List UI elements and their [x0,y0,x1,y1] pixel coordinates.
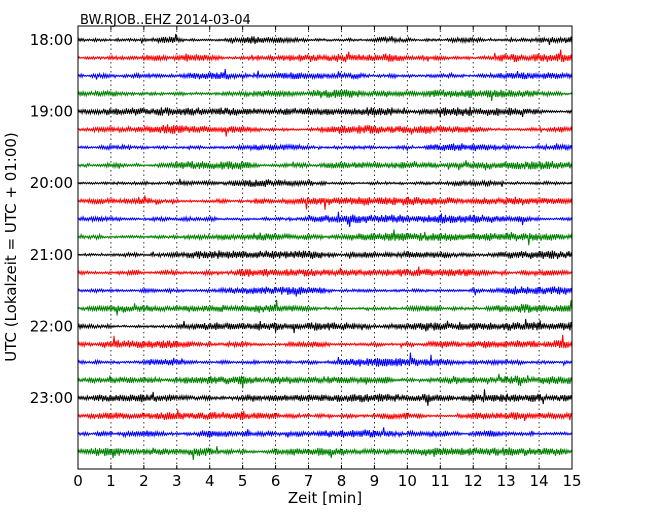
trace-2045 [77,229,573,246]
grid [110,26,540,469]
y-tick-label-2200: 22:00 [30,317,73,335]
x-tick-label-3: 3 [172,472,182,490]
y-tick-label-1800: 18:00 [30,31,73,49]
y-axis-label: UTC (Lokalzeit = UTC + 01:00) [2,132,20,362]
trace-2230 [77,352,573,367]
x-tick-label-7: 7 [304,472,314,490]
trace-2030 [77,211,573,227]
x-tick-label-11: 11 [431,472,450,490]
y-tick-label-1900: 19:00 [30,103,73,121]
trace-1930 [77,142,573,153]
x-tick-label-6: 6 [271,472,281,490]
trace-2345 [77,446,573,461]
y-tick-label-2000: 20:00 [30,174,73,192]
x-tick-label-14: 14 [530,472,549,490]
x-tick-label-9: 9 [370,472,380,490]
y-tick-label-2300: 23:00 [30,389,73,407]
trace-2100 [77,250,573,260]
chart-title: BW.RJOB..EHZ 2014-03-04 [80,13,251,28]
trace-1945 [77,160,573,171]
trace-2245 [77,373,573,389]
trace-1915 [77,124,573,137]
trace-1900 [77,106,573,118]
plot-frame [77,25,573,470]
trace-2330 [77,427,573,439]
y-axis: 18:00 19:00 20:00 21:00 22:00 23:00 [30,31,572,407]
x-tick-label-0: 0 [73,472,83,490]
x-tick-label-12: 12 [464,472,483,490]
trace-1815 [77,49,573,63]
trace-1845 [77,89,573,102]
x-tick-label-15: 15 [562,472,581,490]
trace-2130 [77,286,573,297]
x-tick-label-5: 5 [238,472,248,490]
x-tick-label-2: 2 [139,472,149,490]
trace-2300 [77,389,573,406]
trace-2215 [77,334,573,350]
trace-1800 [77,33,573,45]
trace-1830 [77,69,573,81]
x-tick-label-8: 8 [337,472,347,490]
trace-2145 [77,299,573,316]
x-axis-label: Zeit [min] [288,489,362,507]
x-tick-label-4: 4 [205,472,215,490]
trace-2200 [77,318,573,334]
x-tick-label-13: 13 [497,472,516,490]
x-axis: 0 1 2 3 4 5 6 7 8 9 10 11 12 13 14 15 [73,26,582,490]
trace-2015 [77,195,573,210]
trace-2115 [77,266,573,278]
trace-2000 [77,178,573,188]
traces [77,33,573,461]
x-tick-label-10: 10 [398,472,417,490]
x-tick-label-1: 1 [106,472,116,490]
trace-2315 [77,409,573,422]
y-tick-label-2100: 21:00 [30,246,73,264]
